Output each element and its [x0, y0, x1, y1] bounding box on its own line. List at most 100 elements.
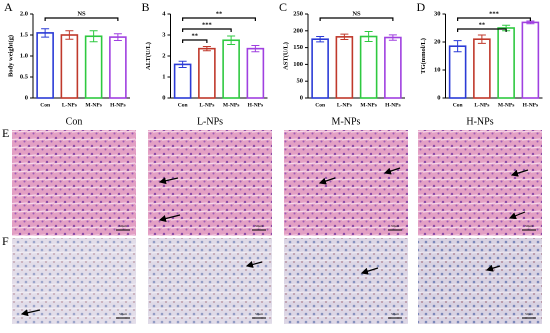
- x-tick-label: Con: [40, 102, 50, 108]
- micrograph: [148, 130, 272, 236]
- y-tick-label: 250: [293, 10, 303, 17]
- significance-label: **: [479, 21, 486, 28]
- error-bar: [477, 34, 486, 44]
- panel-label: A: [4, 0, 13, 14]
- significance-bracket: [182, 39, 208, 43]
- bar: [335, 36, 354, 99]
- bar: [473, 38, 491, 99]
- y-tick-label: 30: [434, 10, 441, 17]
- arrow: [383, 167, 401, 175]
- x-tick-label: H-NPs: [523, 102, 539, 108]
- arrow: [158, 214, 181, 223]
- scale-bar-label: 50μm: [255, 224, 263, 228]
- arrow: [360, 267, 379, 275]
- column-label: L-NPs: [197, 116, 223, 127]
- bar: [521, 21, 540, 99]
- x-tick-label: L-NPs: [337, 102, 352, 108]
- significance-bracket: [182, 28, 232, 32]
- x-tick-label: Con: [453, 102, 463, 108]
- column-label: H-NPs: [466, 116, 493, 127]
- y-tick-label: 0: [437, 94, 440, 101]
- error-bar: [202, 46, 211, 52]
- error-bar: [41, 28, 50, 38]
- x-tick-label: M-NPs: [85, 102, 102, 108]
- column-label: M-NPs: [332, 116, 361, 127]
- bar: [359, 35, 378, 99]
- y-tick-label: 1: [162, 73, 165, 80]
- x-tick-label: Con: [315, 102, 325, 108]
- x-tick-label: L-NPs: [62, 102, 77, 108]
- micrograph: [148, 238, 272, 324]
- y-tick-label: 10: [434, 66, 441, 73]
- x-tick-label: M-NPs: [360, 102, 377, 108]
- y-tick-label: 4: [162, 10, 166, 17]
- significance-label: NS: [352, 10, 361, 17]
- error-bar: [251, 45, 260, 53]
- column-label: Con: [66, 116, 83, 127]
- bar: [497, 27, 515, 99]
- scale-bar-label: 50μm: [255, 312, 263, 316]
- significance-label: NS: [77, 10, 86, 17]
- micrograph: [418, 130, 542, 236]
- x-tick-label: H-NPs: [110, 102, 126, 108]
- scale-bar-label: 50μm: [119, 224, 127, 228]
- x-tick-label: Con: [178, 102, 188, 108]
- significance-bracket: [319, 17, 394, 21]
- y-tick-label: 2.0: [20, 10, 28, 17]
- panel-label: C: [279, 0, 287, 14]
- y-axis-label: Body weight(g): [7, 35, 14, 77]
- scale-bar-label: 50μm: [525, 224, 533, 228]
- x-tick-label: L-NPs: [474, 102, 489, 108]
- arrow: [158, 177, 179, 185]
- error-bar: [388, 34, 397, 41]
- error-bar: [453, 40, 462, 53]
- error-bar: [178, 60, 187, 69]
- micrograph: [12, 238, 136, 324]
- y-tick-label: 20: [434, 38, 441, 45]
- scale-bar-label: 50μm: [119, 312, 127, 316]
- y-tick-label: 0: [300, 94, 303, 101]
- bar: [384, 36, 402, 99]
- bar: [448, 45, 467, 99]
- y-tick-label: 100: [293, 61, 303, 68]
- y-tick-label: 50: [297, 78, 304, 85]
- micrograph: [284, 130, 408, 236]
- significance-bracket: [44, 17, 119, 21]
- bar: [311, 38, 329, 99]
- y-tick-label: 0: [162, 94, 165, 101]
- x-tick-label: M-NPs: [498, 102, 515, 108]
- significance-bracket: [182, 17, 256, 21]
- arrow: [508, 211, 526, 220]
- arrow: [318, 177, 336, 185]
- arrow: [245, 260, 263, 268]
- y-tick-label: 200: [293, 27, 303, 34]
- y-tick-label: 0: [25, 94, 28, 101]
- y-tick-label: 3: [162, 31, 166, 38]
- arrow: [485, 264, 501, 272]
- micrograph: [284, 238, 408, 324]
- scale-bar-label: 50μm: [525, 312, 533, 316]
- y-tick-label: 0.5: [20, 73, 29, 80]
- bar: [60, 34, 79, 99]
- significance-bracket: [457, 28, 507, 32]
- significance-label: **: [216, 10, 223, 17]
- x-tick-label: M-NPs: [223, 102, 240, 108]
- y-tick-label: 1.0: [20, 52, 28, 59]
- micrograph: [418, 238, 542, 324]
- scale-bar-label: 50μm: [391, 224, 399, 228]
- significance-label: **: [192, 32, 199, 39]
- bar: [222, 39, 240, 99]
- x-tick-label: L-NPs: [199, 102, 214, 108]
- error-bar: [316, 36, 325, 43]
- significance-label: ***: [202, 21, 212, 28]
- significance-bracket: [457, 17, 531, 21]
- panel-label: B: [142, 0, 150, 14]
- error-bar: [364, 30, 373, 43]
- scale-bar-label: 50μm: [391, 312, 399, 316]
- panel-label: D: [417, 0, 426, 14]
- y-tick-label: 1.5: [20, 31, 29, 38]
- arrow: [20, 309, 41, 317]
- y-axis-label: TG(mmol/L): [420, 38, 427, 74]
- bar: [36, 32, 54, 99]
- bar: [109, 36, 127, 99]
